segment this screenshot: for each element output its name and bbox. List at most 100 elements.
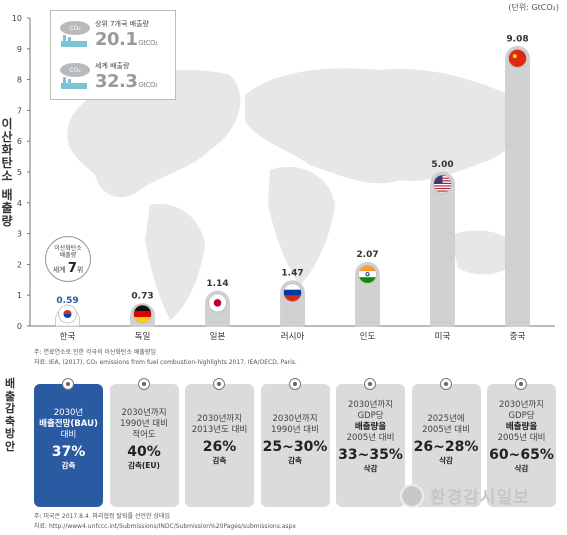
plan-source: 자료: http://www4.unfccc.int/Submissions/I… xyxy=(34,523,296,530)
plan-text-line: 2030년까지 xyxy=(272,414,318,424)
bar-group: 1.47 러시아 xyxy=(280,269,305,342)
bars: 0.59 한국 0.73 독일 1.14 일본 1.47 러시아 2.07 인도 5.00 미국 9.0… xyxy=(55,34,530,342)
bar-value-label: 1.47 xyxy=(281,269,303,279)
section-title-char: 방 xyxy=(4,427,16,440)
section-title-reduction: 배 출 감 축 방 안 xyxy=(3,377,17,453)
bar-value-label: 1.14 xyxy=(206,279,228,289)
reduction-plan-card: 2030년까지 2013년도 대비 26% 감축 xyxy=(185,378,254,507)
co2-factory-icon: CO₂ xyxy=(60,63,90,89)
plan-target-value: 37% xyxy=(51,444,86,460)
y-axis: 0 1 2 3 4 5 6 7 8 9 10 xyxy=(12,14,555,331)
plan-target-value: 26% xyxy=(202,439,237,455)
plan-text-line: 2030년까지 xyxy=(121,408,167,418)
y-axis-title-char: 탄 xyxy=(1,156,13,170)
world-value: 32.3GtCO₂ xyxy=(95,71,158,92)
y-axis-title-char: 배 xyxy=(1,188,13,202)
connector-dot-icon xyxy=(213,378,225,390)
map-landmass xyxy=(450,230,520,275)
plan-action-label: 감축 xyxy=(212,456,227,465)
y-tick-label: 4 xyxy=(17,199,22,208)
category-label: 한국 xyxy=(60,332,76,342)
top7-emissions-row: CO₂ 상위 7개국 배출량 20.1GtCO₂ xyxy=(51,13,175,55)
bar-group: 9.08 중국 xyxy=(505,34,530,342)
plan-text-line: 1990년 대비 xyxy=(120,419,168,429)
y-tick-label: 9 xyxy=(17,45,22,54)
reduction-plan-card: 2025년에 2005년 대비 26~28% 삭감 xyxy=(411,378,481,507)
co2-icon-text: CO₂ xyxy=(69,67,81,74)
y-axis-title-char: 산 xyxy=(1,130,13,144)
emissions-summary-box: CO₂ 상위 7개국 배출량 20.1GtCO₂ CO₂ 세계 배출량 32.3… xyxy=(50,10,176,100)
connector-dot-icon xyxy=(137,378,150,390)
bar-group: 0.73 독일 xyxy=(130,292,155,342)
world-label: 세계 배출량 xyxy=(95,62,130,70)
usa-flag-icon xyxy=(433,174,452,194)
map-landmass xyxy=(268,166,335,285)
unit-label: (단위: GtCO₂) xyxy=(508,3,559,12)
section-title-char: 출 xyxy=(4,389,16,403)
plan-target-value: 33~35% xyxy=(338,447,403,463)
top7-label: 상위 7개국 배출량 xyxy=(95,20,149,28)
top7-value: 20.1GtCO₂ xyxy=(95,29,158,50)
section-title-char: 안 xyxy=(4,439,16,453)
plan-text-line: 배출량을 xyxy=(354,422,387,432)
section-title-char: 감 xyxy=(4,402,16,415)
y-tick-label: 1 xyxy=(17,291,22,300)
plan-note: 주: 미국은 2017.8.4. 파리협정 탈퇴를 선언한 상태임 xyxy=(34,513,170,520)
reduction-plan-card: 2030년까지 1990년 대비 25~30% 감축 xyxy=(260,378,330,507)
rank-suffix: 위 xyxy=(76,266,84,274)
bar-value-label: 0.73 xyxy=(131,292,153,302)
chart-source: 자료: IEA, (2017), CO₂ emissions from fuel… xyxy=(34,359,297,366)
japan-flag-icon xyxy=(208,293,227,313)
korea-flag-icon xyxy=(58,304,77,324)
y-tick-label: 2 xyxy=(17,260,22,269)
reduction-plan-card: 2030년까지 GDP당 배출량을 2005년 대비 60~65% 삭감 xyxy=(487,378,556,507)
bar-group: 2.07 인도 xyxy=(355,250,380,342)
plan-text-line: 2025년에 xyxy=(427,414,465,424)
world-map-background xyxy=(67,68,526,320)
bar-value-label: 2.07 xyxy=(356,250,378,260)
category-label: 중국 xyxy=(510,332,526,342)
y-tick-label: 3 xyxy=(17,230,22,239)
chart-note: 주: 연료연소로 인한 각국의 이산화탄소 배출량임 xyxy=(34,349,156,356)
bar xyxy=(430,171,455,327)
plan-text-line: 적어도 xyxy=(132,430,156,440)
rank-caption: 이산화탄소 배출량 xyxy=(46,245,90,259)
plan-text-line: 2030년 xyxy=(53,408,84,418)
y-tick-label: 5 xyxy=(17,168,22,177)
rank-value: 세계 7위 xyxy=(46,261,90,276)
publisher-name: 환경감시일보 xyxy=(430,488,530,508)
plan-target-value: 26~28% xyxy=(413,439,479,455)
plan-action-label: 삭감 xyxy=(439,456,453,465)
bar-value-label: 9.08 xyxy=(506,34,528,44)
y-tick-label: 10 xyxy=(12,14,22,23)
reduction-plan-card: 2030년까지 1990년 대비 적어도 40% 감축(EU) xyxy=(109,378,179,507)
plan-text-line: 배출량을 xyxy=(505,422,538,432)
bar-group: 1.14 일본 xyxy=(205,279,230,342)
plan-target-value: 25~30% xyxy=(262,439,328,455)
map-landmass xyxy=(245,68,526,184)
bar-group: 0.59 한국 xyxy=(55,296,80,342)
plan-text-line: GDP당 xyxy=(357,411,384,421)
bar-group: 5.00 미국 xyxy=(430,160,455,342)
y-axis-title-char: 출 xyxy=(1,201,13,215)
top7-number: 20.1 xyxy=(95,29,138,50)
category-label: 독일 xyxy=(135,332,151,342)
plan-action-label: 감축 xyxy=(61,461,76,470)
map-landmass xyxy=(145,204,205,320)
y-axis-title-char: 량 xyxy=(1,214,13,228)
rank-caption-line1: 이산화탄소 xyxy=(54,245,82,252)
plan-action-label: 감축 xyxy=(288,456,302,465)
reduction-plan-card: 2030년 배출전망(BAU) 대비 37% 감축 xyxy=(34,378,103,507)
plan-target-value: 60~65% xyxy=(489,447,554,463)
world-unit: GtCO₂ xyxy=(138,81,158,89)
plan-text-line: 2005년 대비 xyxy=(422,425,470,435)
rank-prefix: 세계 xyxy=(52,266,66,274)
publisher-watermark: 환경감시일보 xyxy=(400,483,560,509)
plan-action-label: 감축(EU) xyxy=(128,461,160,470)
plan-text-line: 1990년 대비 xyxy=(271,425,319,435)
category-label: 러시아 xyxy=(281,331,305,342)
category-label: 일본 xyxy=(210,332,226,342)
category-label: 인도 xyxy=(360,331,376,342)
india-flag-icon xyxy=(358,264,377,284)
world-emissions-row: CO₂ 세계 배출량 32.3GtCO₂ xyxy=(51,55,175,97)
